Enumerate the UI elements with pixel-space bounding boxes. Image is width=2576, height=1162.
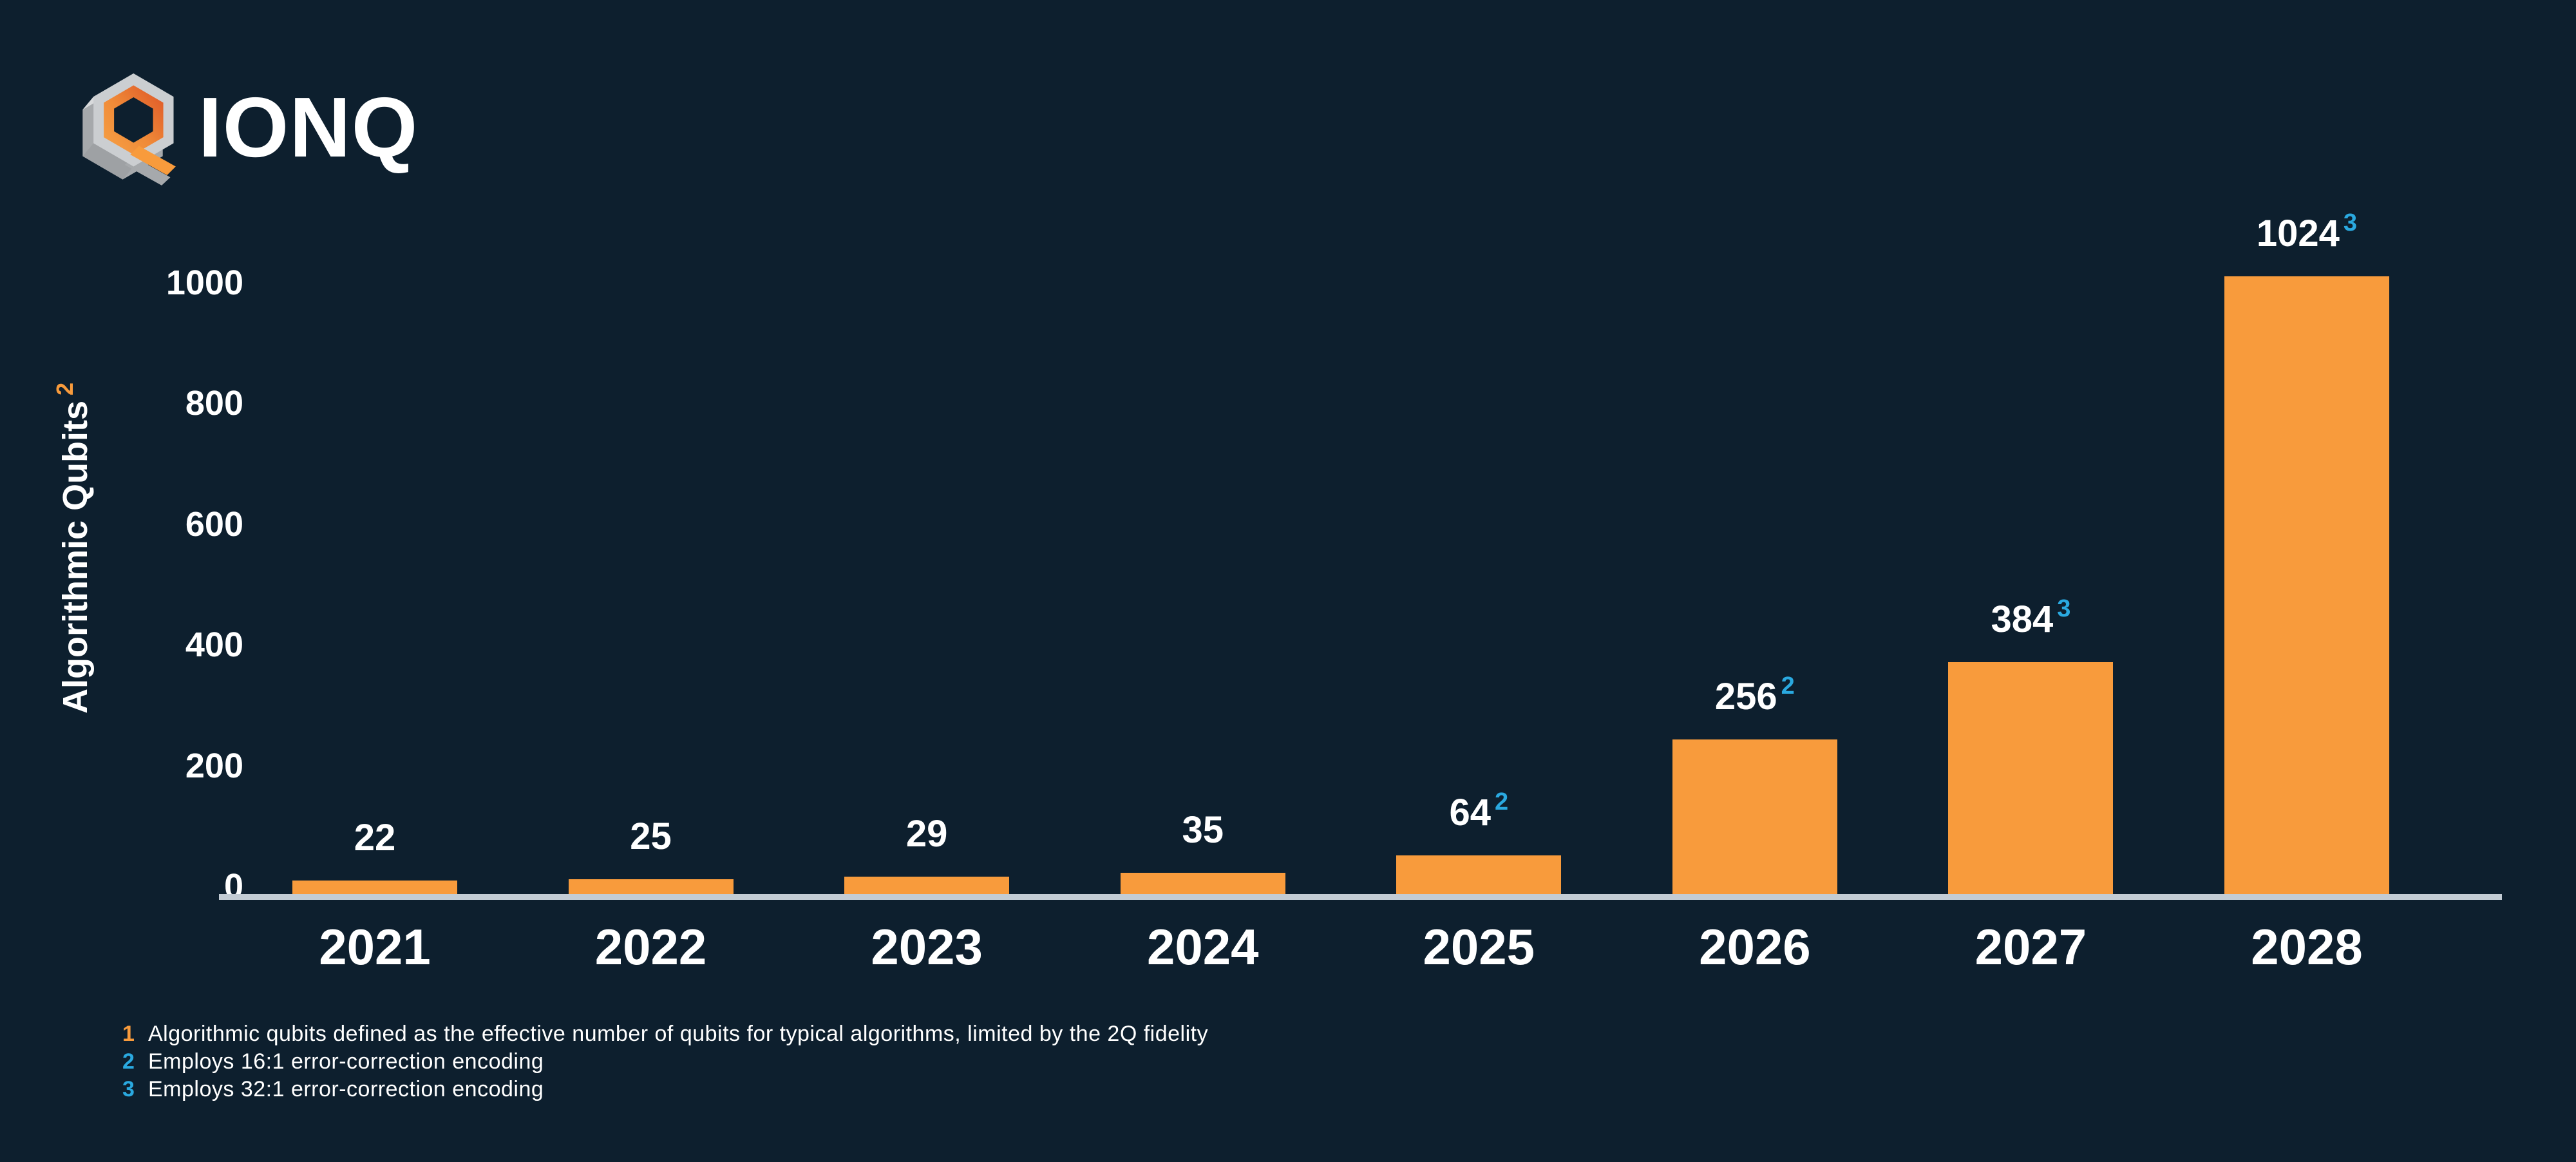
bar-value-2021: 22: [354, 817, 396, 859]
bar-2021: [292, 881, 457, 894]
bar-value-2023: 29: [905, 813, 948, 855]
x-axis-line: [219, 894, 2502, 900]
y-axis-title-text: Algorithmic Qubits: [56, 401, 95, 714]
footnote-marker-3: 3: [122, 1077, 135, 1101]
footnote-text-1: Algorithmic qubits defined as the effect…: [148, 1022, 1209, 1046]
footnote-text-2: Employs 16:1 error-correction encoding: [148, 1049, 544, 1074]
x-axis-label-2026: 2026: [1699, 919, 1811, 975]
bar-footnote-ref-2025: 2: [1494, 788, 1509, 816]
footnote-marker-1: 1: [122, 1022, 135, 1046]
y-tick-label-400: 400: [185, 625, 243, 665]
bar-2024: [1120, 873, 1285, 894]
bar-value-2022: 25: [630, 815, 672, 857]
footnote-text-3: Employs 32:1 error-correction encoding: [148, 1077, 544, 1101]
bar-2028: [2224, 276, 2389, 894]
x-axis-label-2022: 2022: [594, 919, 707, 975]
x-axis-label-2024: 2024: [1146, 919, 1259, 975]
bar-footnote-ref-2026: 2: [1781, 672, 1795, 700]
y-tick-label-0: 0: [223, 867, 243, 906]
bar-value-2026: 256: [1714, 676, 1777, 718]
x-axis-label-2021: 2021: [319, 919, 431, 975]
y-tick-label-800: 800: [185, 384, 243, 423]
x-axis-label-2023: 2023: [871, 919, 983, 975]
bar-value-2028: 1024: [2256, 213, 2340, 254]
footnote-marker-2: 2: [122, 1049, 135, 1074]
bar-footnote-ref-2028: 3: [2343, 209, 2358, 237]
y-tick-label-600: 600: [185, 504, 243, 544]
footnote-row-3: 3 Employs 32:1 error-correction encoding: [122, 1077, 1208, 1105]
bar-value-2025: 64: [1449, 792, 1491, 833]
y-axis-title: Algorithmic Qubits2: [52, 383, 95, 714]
bar-footnote-ref-2027: 3: [2057, 595, 2071, 623]
bar-value-label-2023: 29: [734, 815, 1120, 853]
y-tick-label-200: 200: [185, 746, 243, 785]
x-axis-label-2025: 2025: [1423, 919, 1535, 975]
bar-2025: [1396, 855, 1562, 894]
bar-2026: [1672, 739, 1837, 894]
brand-wordmark: IONQ: [198, 80, 419, 175]
y-tick-label-1000: 1000: [166, 263, 243, 302]
footnote-row-2: 2 Employs 16:1 error-correction encoding: [122, 1049, 1208, 1077]
x-axis-label-2027: 2027: [1975, 919, 2087, 975]
bar-value-label-2024: 35: [1010, 811, 1396, 850]
bar-value-label-2026: 256 2: [1562, 672, 1948, 721]
footnotes: 1 Algorithmic qubits defined as the effec…: [122, 1022, 1208, 1105]
bar-value-label-2021: 22: [182, 819, 568, 857]
bar-value-label-2028: 1024 3: [2114, 209, 2500, 258]
bar-2027: [1948, 662, 2114, 894]
x-axis-label-2028: 2028: [2251, 919, 2363, 975]
bar-value-label-2022: 25: [458, 817, 844, 856]
footnote-row-1: 1 Algorithmic qubits defined as the effec…: [122, 1022, 1208, 1049]
bar-2022: [568, 879, 734, 894]
bar-value-2024: 35: [1182, 809, 1224, 851]
ionq-hexagon-q-icon: [82, 73, 176, 186]
bar-value-2027: 384: [1991, 598, 2054, 640]
bar-2023: [844, 877, 1010, 894]
bar-value-label-2025: 64 2: [1285, 788, 1672, 837]
ionq-logo: IONQ: [77, 63, 418, 192]
bar-value-label-2027: 384 3: [1837, 595, 2224, 643]
